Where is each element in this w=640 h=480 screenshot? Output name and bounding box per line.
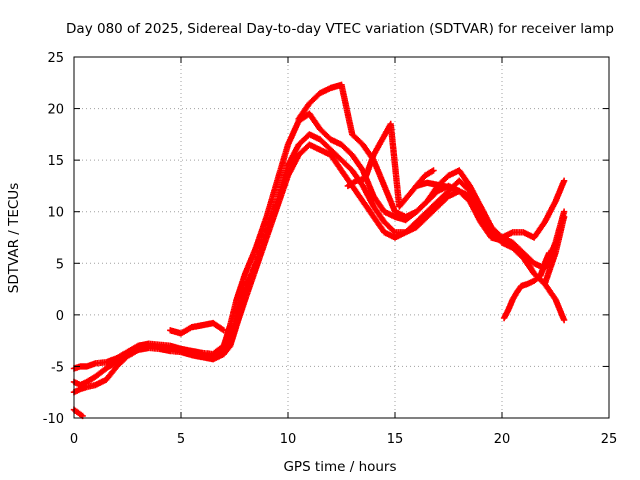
series-track-8 <box>500 249 553 322</box>
y-tick-label: 20 <box>47 103 64 118</box>
x-tick-label: 20 <box>494 432 511 447</box>
series-track-9 <box>167 319 227 337</box>
y-tick-label: 0 <box>56 309 64 324</box>
data-point-marks <box>500 249 553 322</box>
x-tick-label: 5 <box>177 432 185 447</box>
data-point-marks <box>70 406 86 420</box>
y-tick-label: 25 <box>47 51 64 66</box>
series-track-6 <box>70 406 86 420</box>
y-tick-label: 15 <box>47 154 64 169</box>
x-axis-label: GPS time / hours <box>283 459 396 475</box>
axis-ticks: 0 5 10 15 20 25 -10 -5 0 5 10 15 20 25 <box>43 51 618 447</box>
x-tick-label: 25 <box>601 432 618 447</box>
x-tick-label: 15 <box>387 432 404 447</box>
y-tick-label: -10 <box>43 412 64 427</box>
data-marks <box>70 81 568 420</box>
y-tick-label: 10 <box>47 206 64 221</box>
x-tick-label: 10 <box>280 432 297 447</box>
y-tick-label: -5 <box>51 360 64 375</box>
data-point-marks <box>413 179 463 195</box>
series-track-7 <box>413 179 463 195</box>
data-point-marks <box>70 141 568 396</box>
x-tick-label: 0 <box>70 432 78 447</box>
y-axis-label: SDTVAR / TECUs <box>6 183 22 293</box>
chart-title: Day 080 of 2025, Sidereal Day-to-day VTE… <box>66 21 614 37</box>
plot-frame <box>73 56 610 419</box>
data-point-marks <box>167 319 227 337</box>
y-tick-label: 5 <box>56 257 64 272</box>
series-track-3 <box>70 141 568 396</box>
